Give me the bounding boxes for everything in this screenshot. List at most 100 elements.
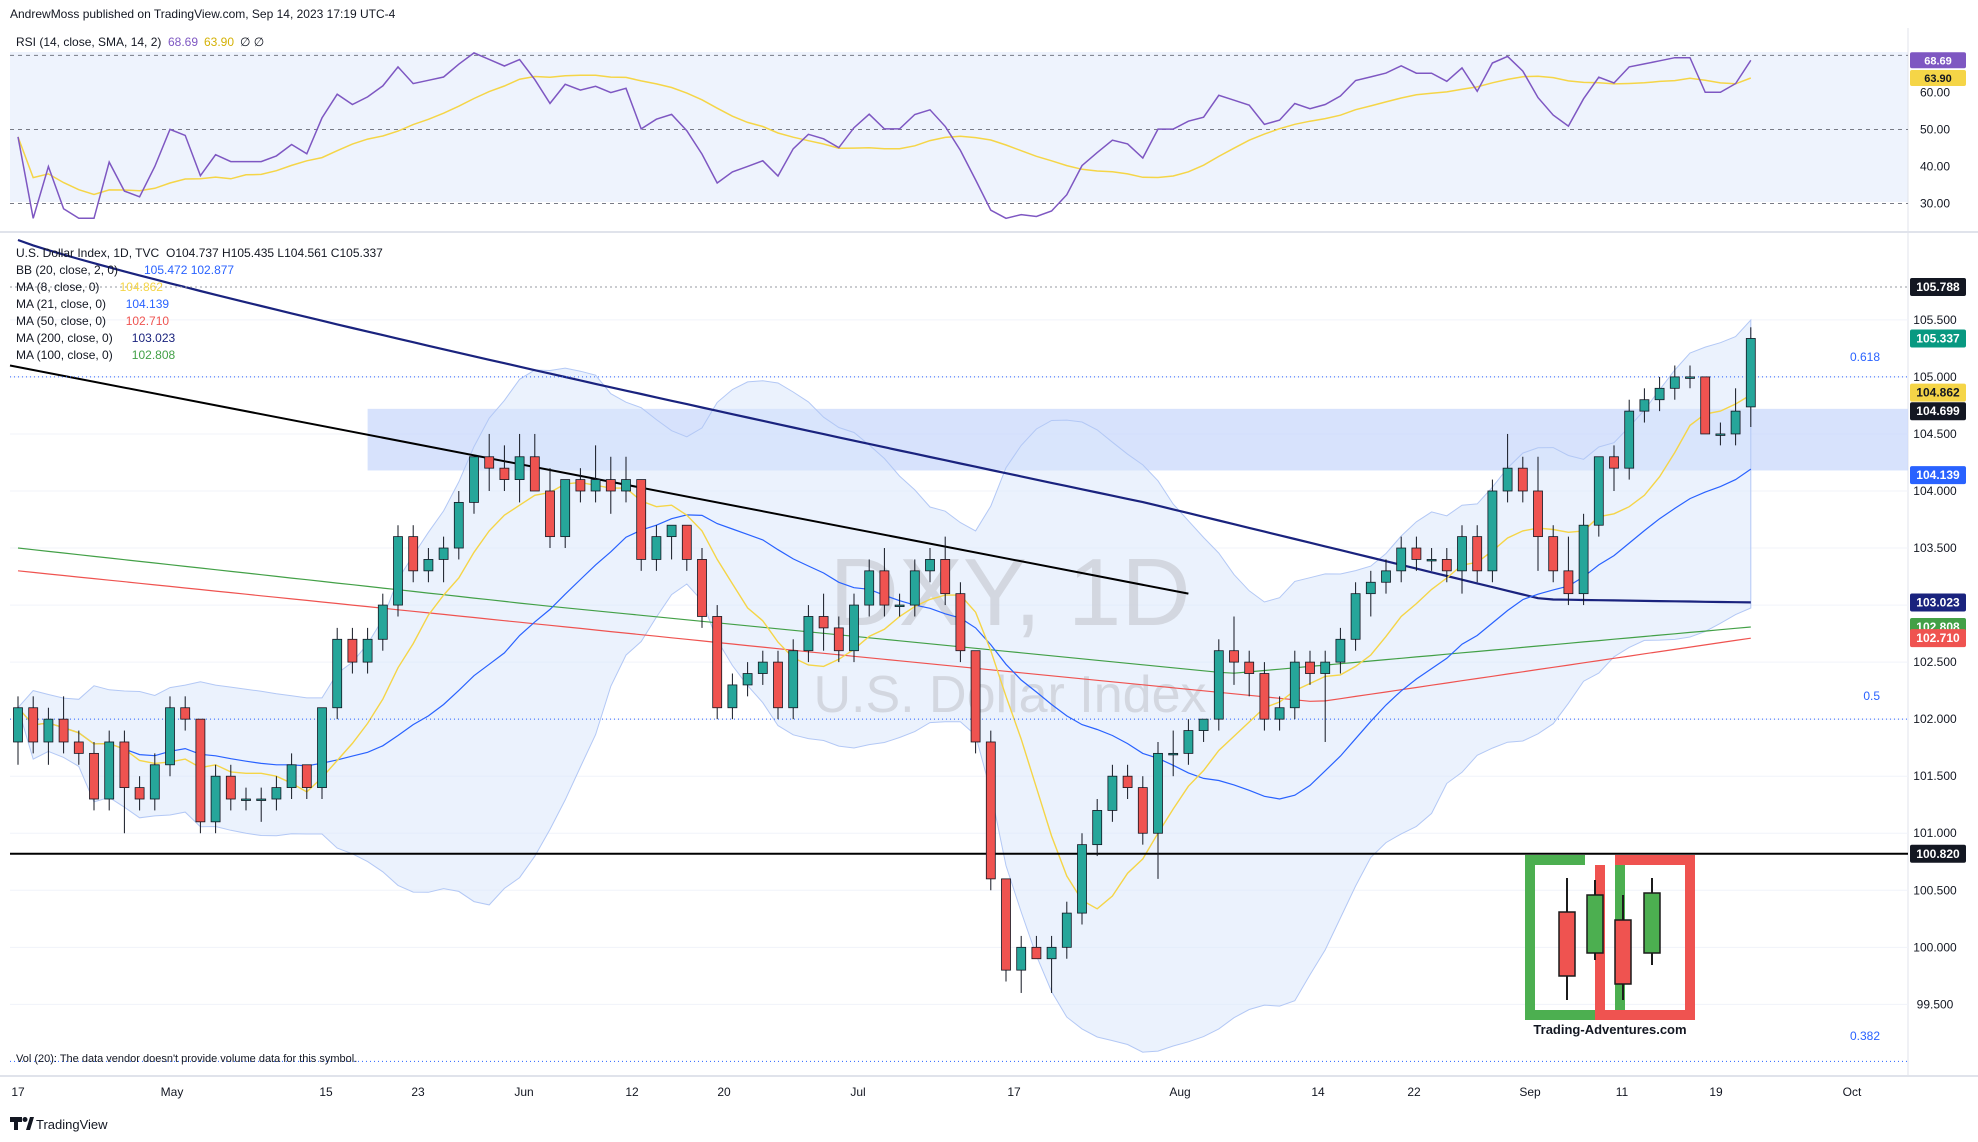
candle-body [89, 752, 99, 800]
legend-label[interactable]: BB (20, close, 2, 0) [16, 263, 118, 277]
candle-body [1487, 490, 1498, 572]
time-tick-label: 17 [1007, 1085, 1021, 1099]
price-badge-label: 100.820 [1916, 847, 1960, 861]
candle-body [788, 650, 799, 709]
candle-body [393, 536, 403, 606]
price-badge-label: 104.139 [1916, 468, 1960, 482]
legend-label[interactable]: MA (200, close, 0) [16, 331, 113, 345]
legend-label[interactable]: MA (100, close, 0) [16, 348, 113, 362]
rsi-tick-label: 60.00 [1920, 85, 1950, 99]
price-badge-label: 104.699 [1916, 404, 1960, 418]
candle-body [119, 741, 130, 789]
candle-body [803, 616, 814, 652]
price-badge [1910, 466, 1966, 485]
candle-body [757, 661, 768, 674]
candle-body [13, 707, 23, 743]
logo-candle-3 [1614, 919, 1632, 985]
time-tick-label: 19 [1709, 1085, 1723, 1099]
rsi-value: 68.69 [168, 35, 198, 49]
candle-body [1107, 775, 1118, 811]
candle-body [681, 524, 692, 560]
candle-body [1153, 752, 1163, 834]
legend-value: 104.139 [126, 297, 170, 311]
candle-body [894, 604, 905, 607]
ma100-line [17, 547, 1751, 674]
logo-candle-1 [1558, 911, 1576, 977]
candle-body [940, 559, 951, 595]
candle-body [1244, 661, 1255, 674]
candle-body [1213, 650, 1224, 720]
candle-body [666, 524, 677, 538]
candle-body [1639, 399, 1650, 412]
candle-body [104, 741, 115, 800]
legend-value: 103.023 [132, 331, 176, 345]
candle-body [1426, 559, 1437, 562]
candle-body [1259, 673, 1270, 720]
rsi-tick-label: 50.00 [1920, 122, 1950, 136]
candle-body [1517, 467, 1528, 492]
candle-body [1502, 467, 1513, 492]
legend-value: 102.808 [132, 348, 176, 362]
ohlc-values: O104.737 H105.435 L104.561 C105.337 [166, 246, 383, 260]
time-tick-label: 12 [625, 1085, 639, 1099]
candle-body [636, 479, 647, 560]
time-tick-label: 17 [11, 1085, 25, 1099]
time-tick-label: Jun [514, 1085, 533, 1099]
candle-body [1472, 536, 1483, 572]
legend-label[interactable]: MA (8, close, 0) [16, 280, 99, 294]
indicator-legend: BB (20, close, 2, 0) 105.472 102.877 MA (8… [16, 263, 234, 362]
candle-body [1685, 376, 1695, 379]
candle-body [484, 456, 495, 469]
price-tick-label: 104.500 [1913, 427, 1957, 441]
candle-body [1730, 410, 1741, 435]
candle-body [134, 787, 145, 800]
candle-body [529, 456, 540, 492]
price-badge [1910, 329, 1966, 348]
price-badge [1910, 278, 1966, 297]
published-line: AndrewMoss published on TradingView.com,… [10, 7, 396, 21]
candle-body [742, 673, 753, 686]
price-tick-label: 101.000 [1913, 826, 1957, 840]
logo-text: Trading-Adventures.com [1533, 1022, 1686, 1037]
price-tick-label: 100.000 [1913, 940, 1957, 954]
candles-group [13, 327, 1756, 993]
time-tick-label: 23 [411, 1085, 425, 1099]
candle-body [43, 718, 54, 743]
legend-value: 102.710 [126, 314, 170, 328]
candle-body [28, 707, 39, 743]
tradingview-logo-icon [10, 1117, 34, 1130]
candle-body [864, 570, 875, 606]
candle-body [1624, 410, 1635, 469]
time-tick-label: 11 [1616, 1085, 1629, 1099]
candle-body [499, 467, 510, 480]
legend-label[interactable]: MA (50, close, 0) [16, 314, 106, 328]
candle-body [1335, 638, 1346, 663]
rsi-axis: 60.00 50.00 40.00 30.00 68.69 63.90 [1910, 52, 1966, 210]
watermark-symbol: DXY, 1D [829, 539, 1190, 646]
candle-body [149, 764, 160, 800]
candle-body [1092, 810, 1103, 846]
time-tick-label: Jul [850, 1085, 865, 1099]
legend-label[interactable]: MA (21, close, 0) [16, 297, 106, 311]
candle-body [453, 501, 464, 549]
time-tick-label: Sep [1519, 1085, 1541, 1099]
price-badge [1910, 383, 1966, 402]
candle-body [1289, 661, 1300, 709]
candle-body [955, 593, 966, 652]
candle-body [1168, 752, 1179, 756]
rsi-title[interactable]: RSI (14, close, SMA, 14, 2) [16, 35, 161, 49]
candle-body [301, 764, 312, 789]
symbol-title[interactable]: U.S. Dollar Index, 1D, TVC [16, 246, 159, 260]
rsi-badge [1910, 69, 1966, 86]
fib-382-label: 0.382 [1850, 1029, 1880, 1043]
price-badge-label: 105.788 [1916, 280, 1960, 294]
candle-body [1016, 946, 1027, 971]
rsi-sma-line [17, 74, 1752, 196]
candle-body [1457, 536, 1467, 572]
candle-body [1183, 730, 1194, 754]
logo-candle-2 [1586, 894, 1604, 954]
candle-body [1654, 387, 1665, 401]
rsi-sma-value: 63.90 [204, 35, 234, 49]
footer-brand[interactable]: TradingView [36, 1117, 108, 1132]
candle-body [271, 787, 282, 800]
